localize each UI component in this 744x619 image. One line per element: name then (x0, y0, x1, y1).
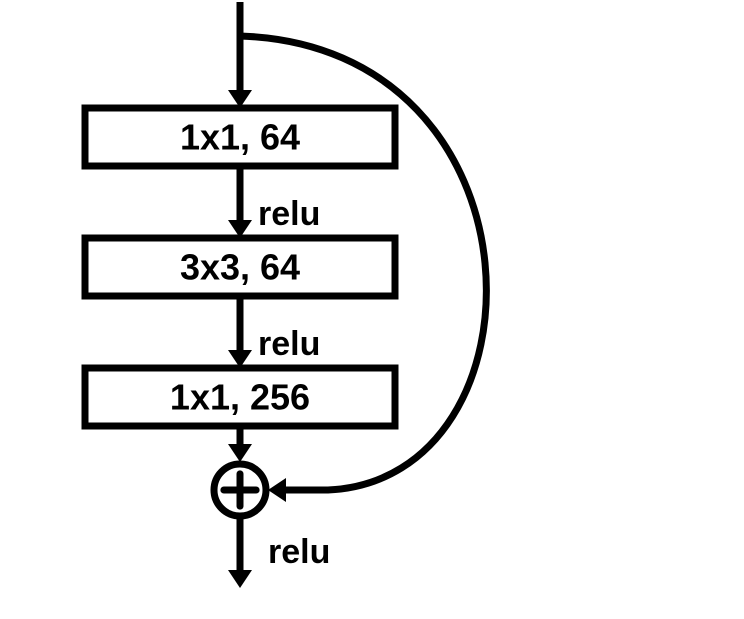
block-conv2-label: 3x3, 64 (180, 247, 300, 288)
edge-label-relu1: relu (258, 195, 320, 233)
canvas-bg (0, 0, 744, 619)
edge-label-relu2: relu (258, 325, 320, 363)
block-conv3-label: 1x1, 256 (170, 377, 310, 418)
resnet-bottleneck-diagram: 1x1, 64 3x3, 64 1x1, 256 relu relu relu (0, 0, 744, 619)
block-conv1-label: 1x1, 64 (180, 117, 300, 158)
edge-label-relu3: relu (268, 533, 330, 571)
